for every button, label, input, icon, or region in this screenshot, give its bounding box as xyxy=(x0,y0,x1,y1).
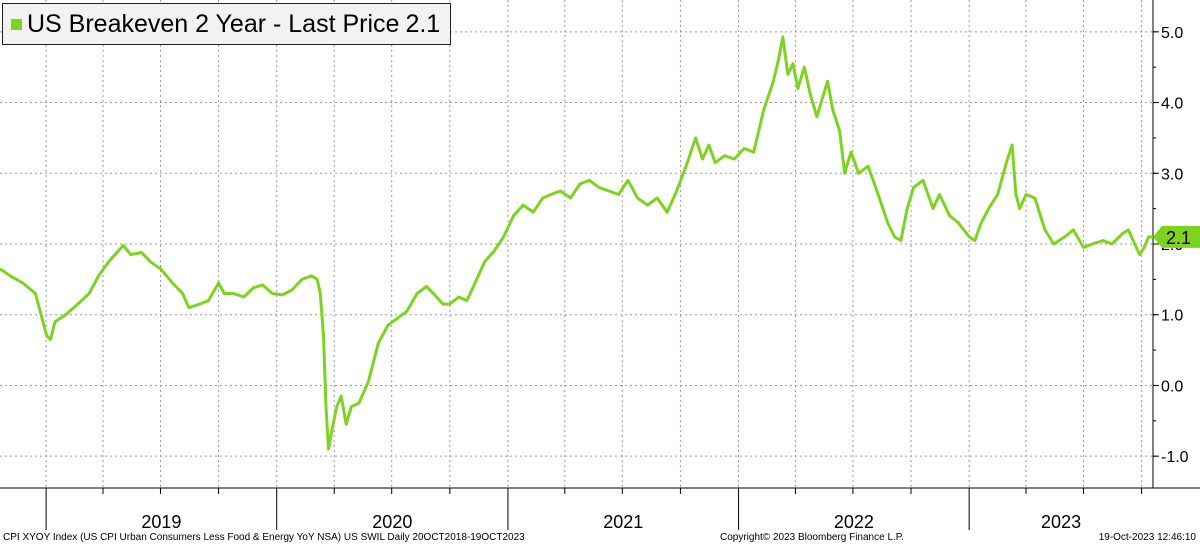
legend-title: US Breakeven 2 Year - Last Price xyxy=(27,9,400,38)
y-tick-label: 4.0 xyxy=(1161,96,1183,113)
series-line xyxy=(0,35,1153,451)
x-year-label: 2020 xyxy=(372,512,412,532)
legend-last-price: 2.1 xyxy=(405,9,441,38)
last-price-marker xyxy=(1153,225,1200,248)
last-price-label: 2.1 xyxy=(1166,228,1191,248)
footer-timestamp: 19-Oct-2023 12:46:10 xyxy=(1098,532,1196,543)
legend: US Breakeven 2 Year - Last Price 2.1 xyxy=(2,3,452,45)
x-year-label: 2022 xyxy=(834,512,874,532)
footer-copyright: Copyright© 2023 Bloomberg Finance L.P. xyxy=(720,532,904,543)
x-year-label: 2019 xyxy=(141,512,181,532)
x-year-label: 2023 xyxy=(1041,512,1081,532)
y-tick-label: 0.0 xyxy=(1161,378,1183,395)
y-tick-label: -1.0 xyxy=(1161,449,1189,466)
footer-source: CPI XYOY Index (US CPI Urban Consumers L… xyxy=(3,532,525,543)
legend-swatch xyxy=(11,18,22,30)
y-tick-label: 1.0 xyxy=(1161,308,1183,325)
y-tick-label: 3.0 xyxy=(1161,166,1183,183)
x-year-label: 2021 xyxy=(603,512,643,532)
y-tick-label: 5.0 xyxy=(1161,25,1183,42)
